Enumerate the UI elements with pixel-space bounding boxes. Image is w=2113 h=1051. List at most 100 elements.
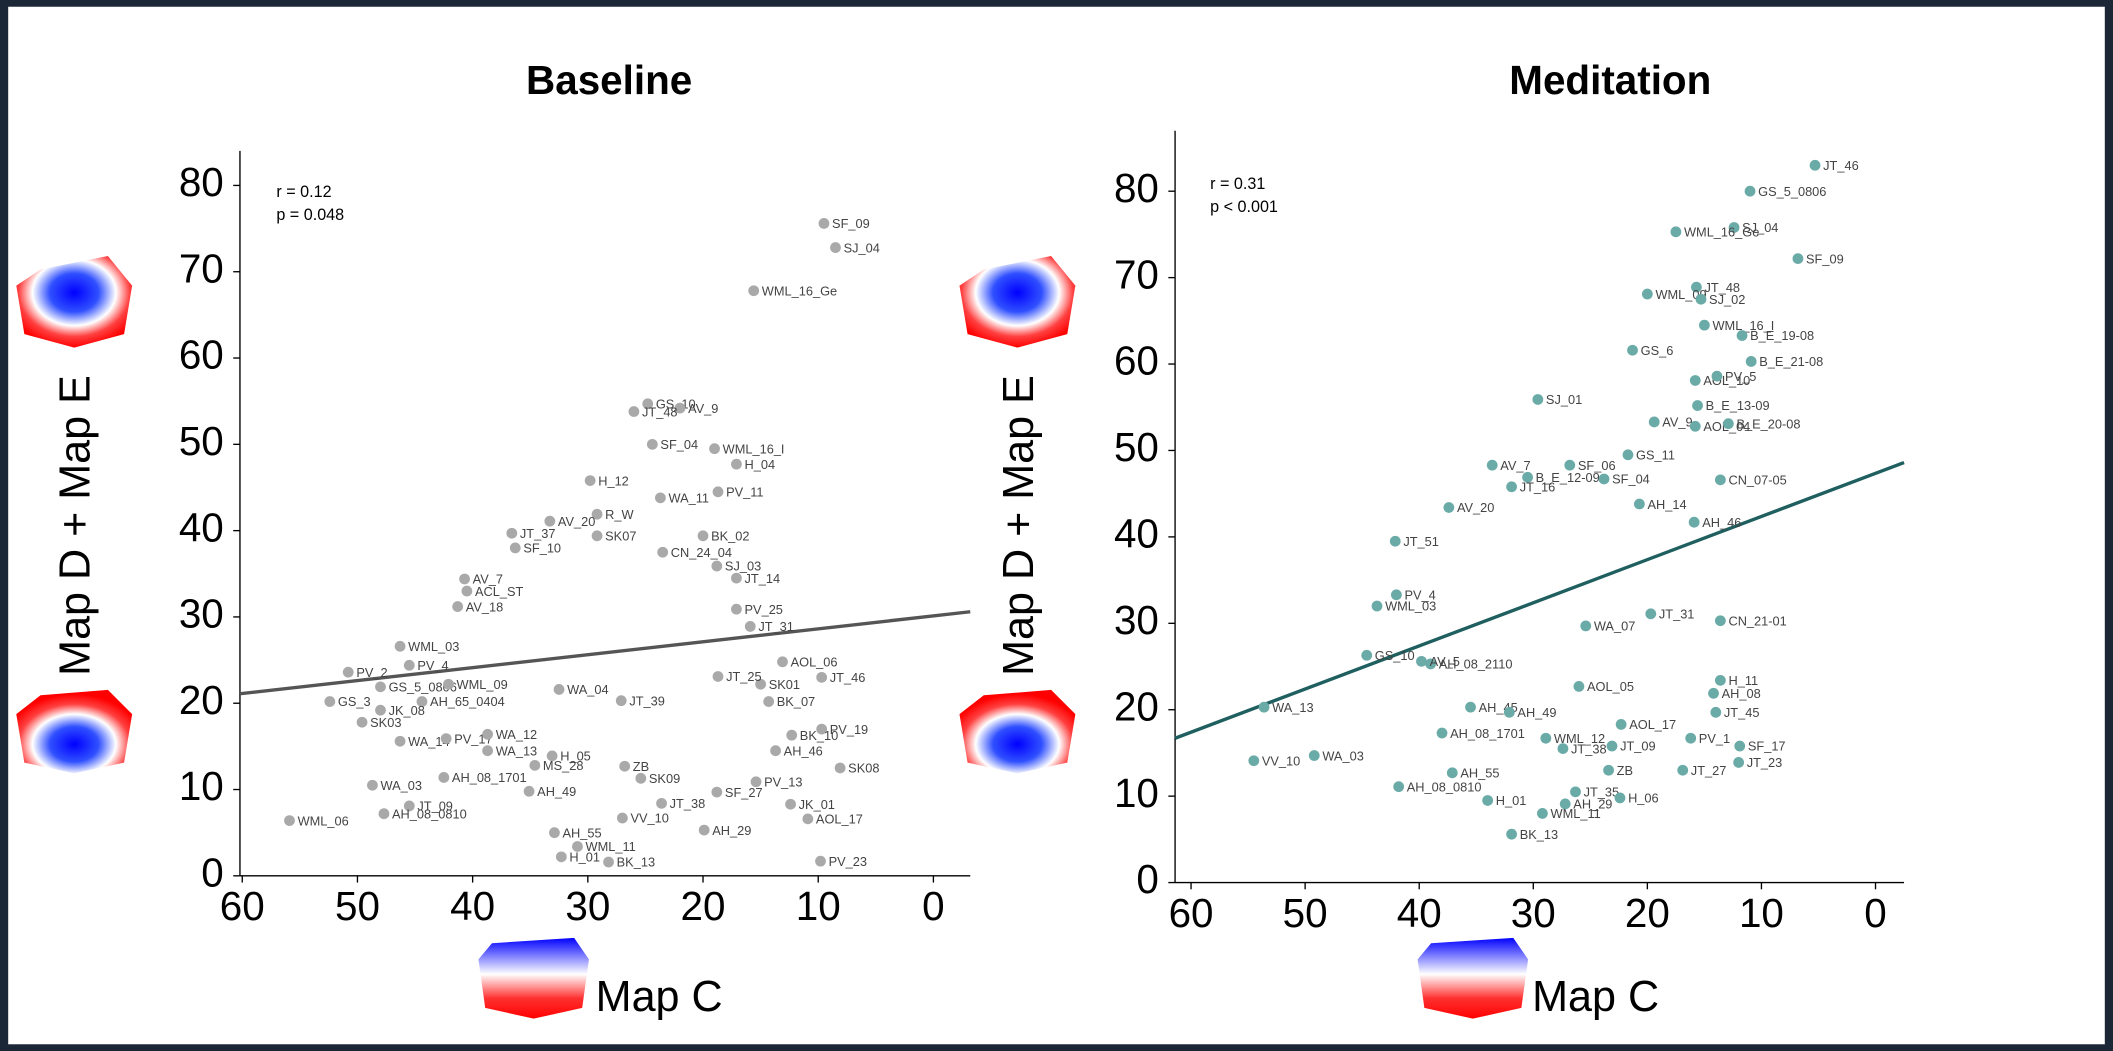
point: [1598, 473, 1610, 485]
point: [1486, 459, 1498, 471]
point-label: GS_10: [656, 396, 696, 411]
point: [1436, 727, 1448, 739]
point-label: JT_51: [1403, 534, 1439, 549]
point: [1540, 732, 1552, 744]
point: [403, 659, 415, 671]
point: [1722, 418, 1734, 430]
point-label: WA_03: [1322, 748, 1364, 763]
point: [591, 508, 603, 520]
point: [356, 716, 368, 728]
point: [786, 729, 798, 741]
point-label: PV_19: [830, 722, 868, 737]
point: [697, 530, 709, 542]
point-label: BK_10: [800, 728, 838, 743]
point: [461, 585, 473, 597]
point-label: PV_5: [1725, 369, 1756, 384]
point-label: WML_16_I: [723, 441, 785, 456]
y-tick-label: 30: [1114, 597, 1159, 643]
point: [709, 443, 720, 455]
point: [656, 797, 667, 809]
point-label: AH_29: [712, 823, 751, 838]
point: [1685, 732, 1697, 744]
point-label: B_E_19-08: [1750, 328, 1814, 343]
point: [1503, 706, 1515, 718]
point-label: H_12: [598, 473, 629, 488]
y-tick-label: 30: [179, 591, 224, 637]
point-label: SJ_04: [844, 240, 880, 255]
point: [1688, 516, 1700, 528]
point-label: SF_09: [832, 216, 870, 231]
point-label: BK_02: [711, 529, 749, 544]
point: [1645, 608, 1657, 620]
brain-map-icon: [959, 256, 1076, 348]
point: [1745, 356, 1757, 367]
point-label: ZB: [1617, 763, 1633, 778]
point: [378, 808, 390, 820]
point-label: B_E_20-08: [1736, 416, 1800, 431]
point: [375, 704, 386, 716]
point-label: SK03: [370, 715, 401, 730]
point: [619, 760, 631, 772]
point: [603, 856, 614, 868]
point: [1734, 740, 1746, 752]
point: [394, 735, 406, 747]
point-label: AV_20: [558, 514, 595, 529]
point-label: AV_9: [1662, 415, 1692, 430]
annotation: r = 0.12: [276, 183, 331, 201]
point-label: ZB: [633, 759, 649, 774]
point: [635, 772, 647, 784]
x-tick-label: 20: [681, 883, 726, 929]
point: [1728, 222, 1740, 233]
point: [1692, 400, 1703, 411]
point: [1559, 798, 1571, 810]
annotation: p = 0.048: [276, 206, 344, 224]
point: [744, 621, 756, 632]
point-label: GS_5_0806: [1758, 184, 1826, 199]
point-label: SJ_02: [1709, 292, 1745, 307]
point-label: VV_10: [1262, 753, 1300, 768]
point-label: AH_65_0404: [430, 694, 505, 709]
x-tick-label: 50: [335, 883, 380, 929]
point: [698, 824, 710, 836]
point-label: JT_45: [1724, 705, 1760, 720]
point-label: AH_14: [1647, 497, 1686, 512]
point: [1258, 701, 1270, 713]
point-label: H_06: [1628, 791, 1659, 806]
point-label: B_E_13-09: [1706, 398, 1770, 413]
point-label: AH_08: [1722, 686, 1761, 701]
point-label: BK_13: [617, 855, 655, 870]
point-label: AH_08_0810: [1407, 779, 1482, 794]
point: [834, 762, 846, 774]
point-label: SF_10: [523, 541, 561, 556]
point: [506, 527, 518, 539]
point: [1361, 649, 1373, 661]
y-tick-label: 70: [179, 245, 224, 291]
point: [544, 515, 556, 527]
x-tick-label: 30: [565, 883, 610, 929]
point: [482, 728, 494, 740]
point: [711, 560, 723, 572]
point-label: JT_25: [726, 669, 762, 684]
point-label: WA_14: [408, 734, 449, 749]
trend-line: [239, 610, 971, 696]
point: [1714, 674, 1726, 686]
point: [802, 813, 814, 825]
point: [830, 242, 841, 253]
y-tick-label: 80: [179, 159, 224, 205]
point-label: AH_55: [563, 825, 602, 840]
point-label: JT_31: [1659, 607, 1695, 622]
point: [777, 656, 788, 668]
point: [1573, 681, 1585, 692]
brain-map-icon: [478, 937, 589, 1019]
point-label: AH_55: [1460, 766, 1499, 781]
point-label: H_05: [560, 749, 591, 764]
point: [1689, 420, 1701, 432]
point-label: GS_11: [1636, 448, 1675, 463]
point-label: WA_04: [567, 682, 609, 697]
point: [509, 542, 521, 554]
point: [816, 671, 828, 683]
point-label: PV_1: [1699, 731, 1730, 746]
point-label: PV_11: [726, 485, 763, 500]
point: [1446, 767, 1458, 779]
point-label: SF_04: [660, 437, 698, 452]
